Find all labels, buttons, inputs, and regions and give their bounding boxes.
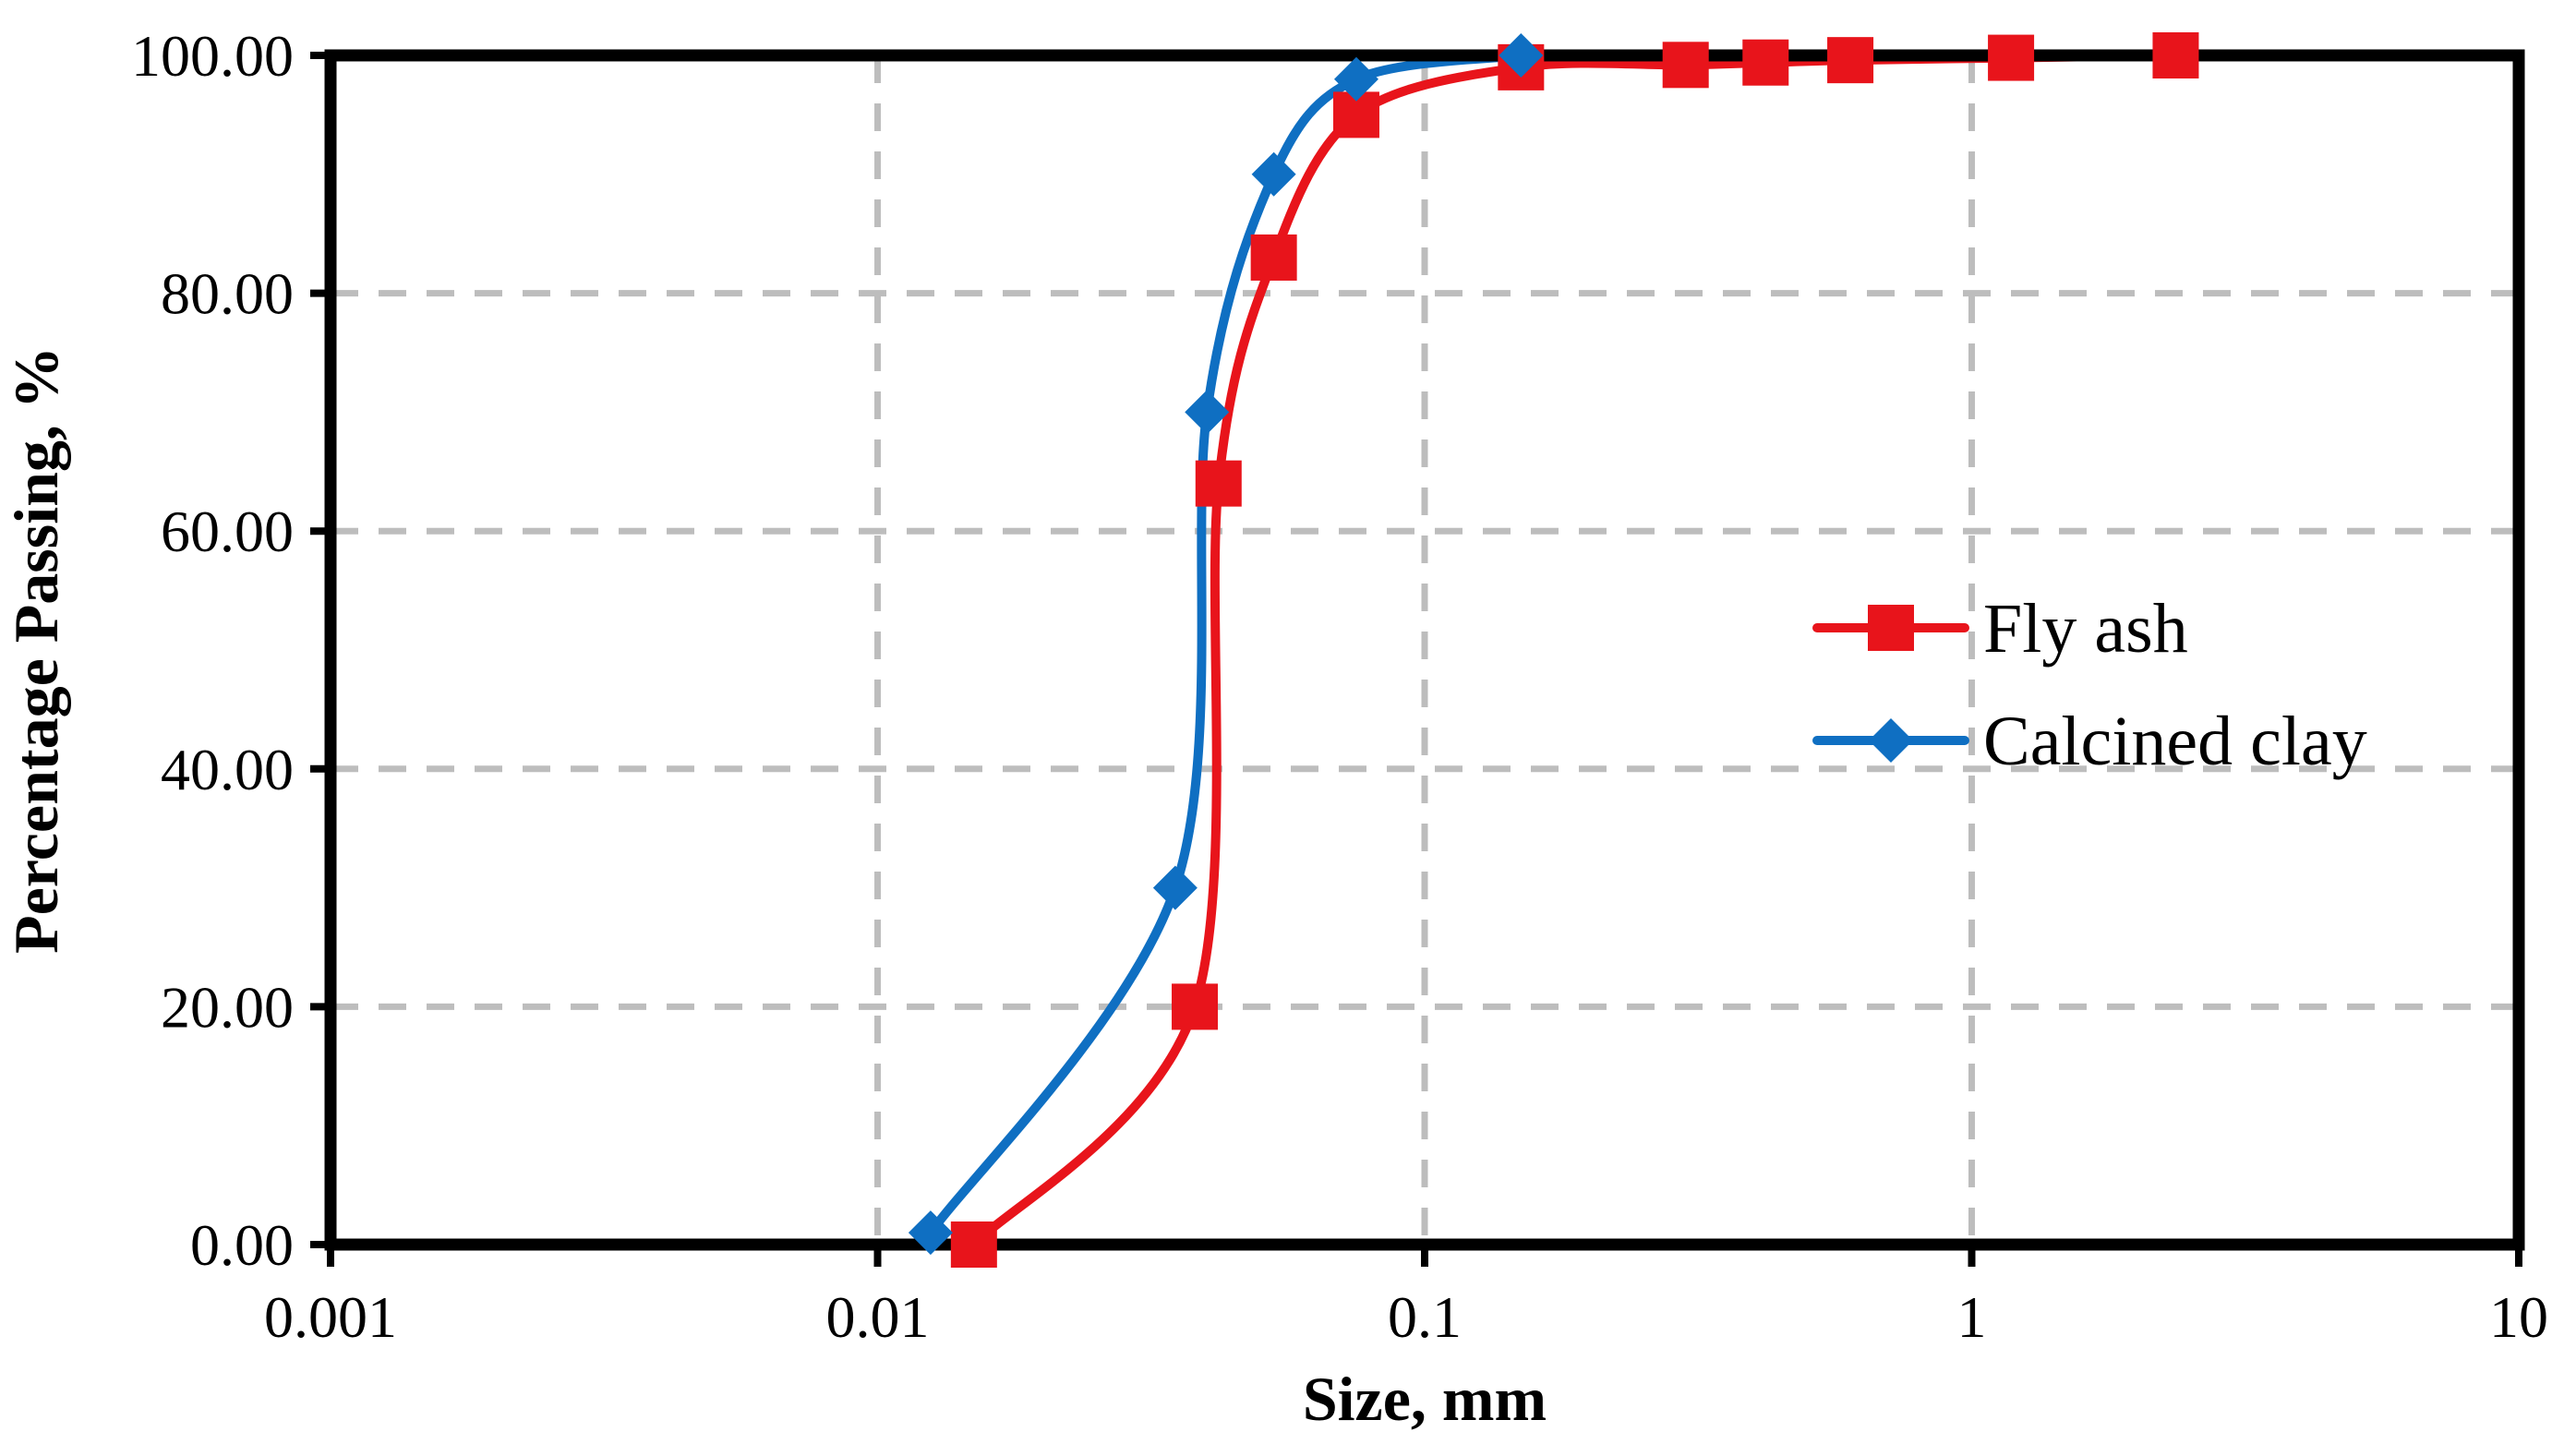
data-point-fly-ash	[1662, 42, 1709, 89]
x-tick-labels: 0.001 0.01 0.1 1 10	[264, 1284, 2548, 1350]
gridlines	[331, 55, 2519, 1245]
x-tick-label: 10	[2489, 1284, 2548, 1350]
data-point-calcined-clay	[1152, 865, 1198, 910]
data-point-fly-ash	[1172, 983, 1219, 1030]
legend-marker-fly-ash	[1868, 605, 1914, 651]
series-line-calcined-clay	[925, 51, 1526, 1238]
data-point-fly-ash	[950, 1221, 997, 1268]
axis-ticks	[310, 52, 2522, 1267]
legend-label-fly-ash: Fly ash	[1983, 590, 2188, 668]
data-point-fly-ash	[2152, 32, 2199, 78]
data-point-calcined-clay	[1185, 390, 1230, 435]
y-tick-label: 40.00	[161, 737, 294, 802]
y-tick-label: 0.00	[190, 1212, 294, 1278]
y-tick-label: 60.00	[161, 499, 294, 564]
data-point-calcined-clay	[1251, 151, 1296, 197]
data-point-calcined-clay	[908, 1210, 953, 1256]
y-tick-label: 80.00	[161, 261, 294, 327]
legend: Fly ash Calcined clay	[1812, 590, 2367, 780]
y-tick-label: 100.00	[131, 23, 294, 89]
x-tick-label: 1	[1957, 1284, 1987, 1350]
y-axis-title: Percentage Passing, %	[1, 346, 71, 954]
data-point-fly-ash	[1988, 34, 2035, 81]
data-point-calcined-clay	[1499, 33, 1544, 78]
data-point-fly-ash	[1742, 39, 1789, 86]
legend-label-calcined-clay: Calcined clay	[1983, 703, 2367, 780]
data-point-fly-ash	[1827, 37, 1874, 84]
x-tick-label: 0.01	[826, 1284, 930, 1350]
y-tick-labels: 0.00 20.00 40.00 60.00 80.00 100.00	[131, 23, 294, 1278]
data-point-calcined-clay	[1333, 56, 1378, 102]
x-tick-label: 0.001	[264, 1284, 397, 1350]
data-point-fly-ash	[1250, 234, 1297, 281]
y-tick-label: 20.00	[161, 974, 294, 1040]
legend-marker-calcined-clay	[1869, 718, 1913, 763]
x-axis-title: Size, mm	[1303, 1364, 1547, 1434]
series-markers	[908, 32, 2199, 1268]
data-point-fly-ash	[1195, 460, 1242, 507]
x-tick-label: 0.1	[1388, 1284, 1462, 1350]
